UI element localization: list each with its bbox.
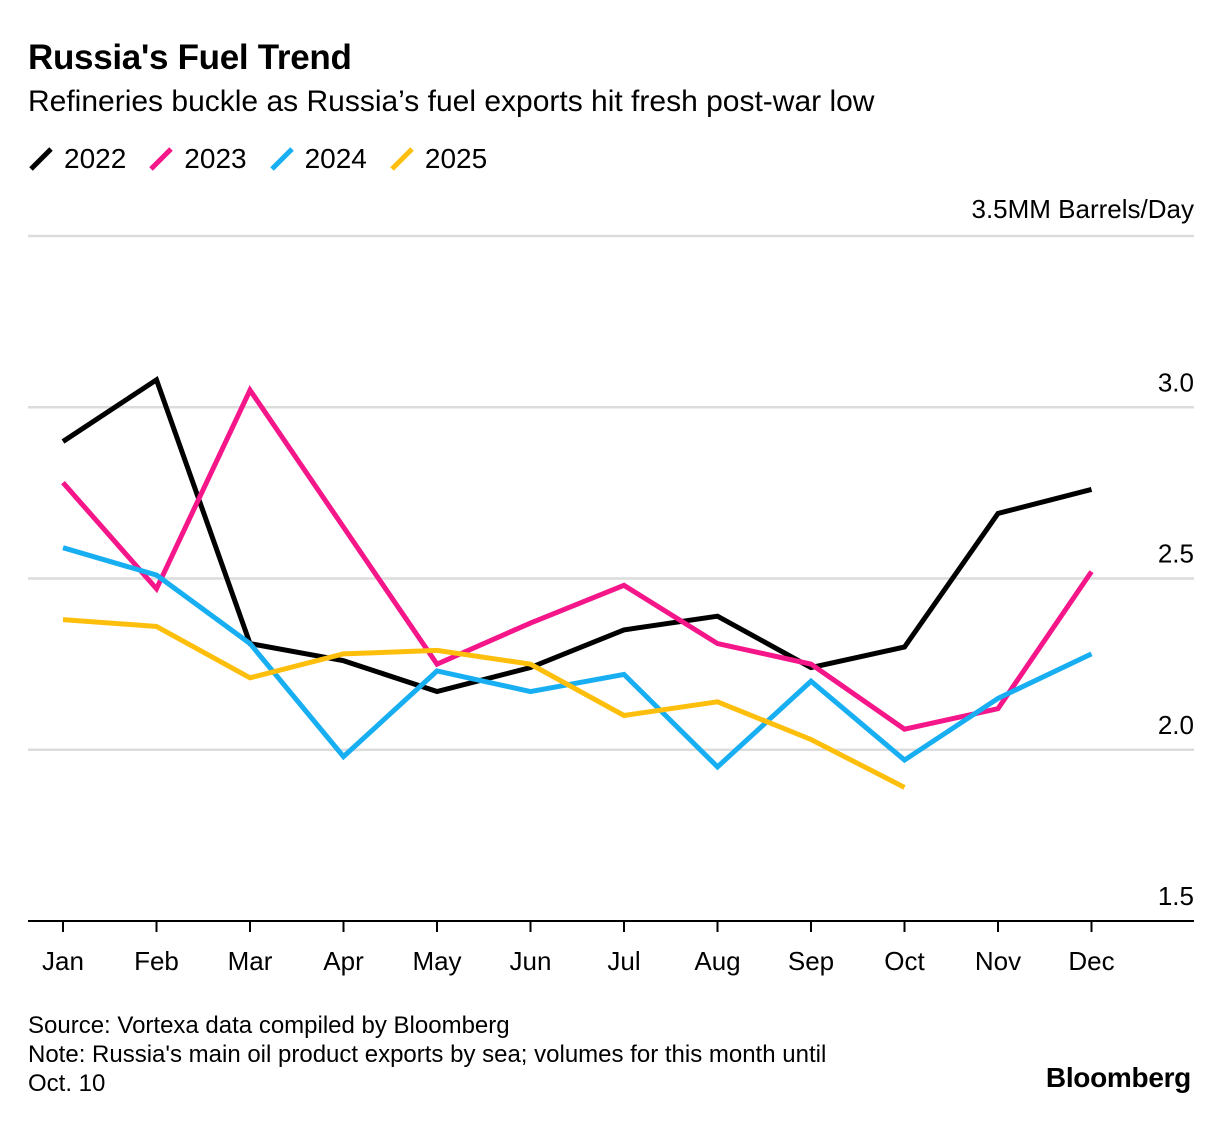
y-tick-label: 2.0 [1158,710,1194,740]
legend-item-2022: 2022 [28,143,126,175]
legend-item-2024: 2024 [269,143,367,175]
x-axis: Jan Feb Mar Apr May Jun Jul Aug Sep Oct Nov Dec [28,920,1194,976]
x-tick-label: Oct [884,946,925,976]
x-tick-label: Dec [1068,946,1114,976]
legend: 2022 2023 2024 2025 [28,143,509,175]
legend-label-2022: 2022 [64,143,127,174]
source-note: Source: Vortexa data compiled by Bloombe… [28,1012,510,1039]
x-tick-label: Nov [975,946,1021,976]
legend-line-2025 [390,147,414,171]
legend-item-2023: 2023 [148,143,247,175]
legend-line-2023 [149,147,174,171]
y-tick-labels: 1.5 2.0 2.5 3.0 [1158,367,1194,911]
x-tick-label: Mar [228,946,273,976]
x-tick-label: Jun [510,946,552,976]
unit-label: 3.5MM Barrels/Day [972,194,1195,224]
y-tick-label: 1.5 [1158,881,1194,911]
x-tick-label: Jul [607,946,640,976]
series-lines [61,376,1094,790]
y-tick-label: 2.5 [1158,539,1194,569]
x-tick-label: Jan [42,946,84,976]
legend-line-2022 [29,147,53,171]
note-line-2: Oct. 10 [28,1070,106,1097]
legend-swatch-2023 [149,147,174,171]
legend-label-2024: 2024 [304,143,367,174]
x-tick-label: Apr [323,946,364,976]
line-chart: 1.5 2.0 2.5 3.0 3.5MM Barrels/Day Jan Feb Mar… [28,194,1195,976]
x-tick-label: Sep [788,946,834,976]
y-tick-label: 3.0 [1158,367,1194,397]
series-line-2024 [62,545,1093,771]
legend-item-2025: 2025 [389,143,487,175]
x-tick-label: May [412,946,461,976]
note-line-1: Note: Russia's main oil product exports … [28,1041,827,1068]
legend-label-2023: 2023 [184,143,247,174]
series-line-2022 [61,376,1093,695]
legend-swatch-2024 [269,147,294,171]
x-tick-label: Aug [694,946,740,976]
legend-swatch-2022 [29,147,53,171]
legend-label-2025: 2025 [424,143,488,174]
legend-swatch-2025 [390,147,414,171]
x-tick-label: Feb [134,946,179,976]
footer: Source: Vortexa data compiled by Bloombe… [28,1011,826,1098]
chart-subtitle: Refineries buckle as Russia’s fuel expor… [28,85,875,118]
grid-lines [28,234,1194,751]
series-line-2023 [61,385,1094,732]
legend-line-2024 [269,147,294,171]
series-line-2025 [62,617,906,790]
chart-title: Russia's Fuel Trend [28,38,352,77]
bloomberg-logo: Bloomberg [1045,1062,1191,1093]
